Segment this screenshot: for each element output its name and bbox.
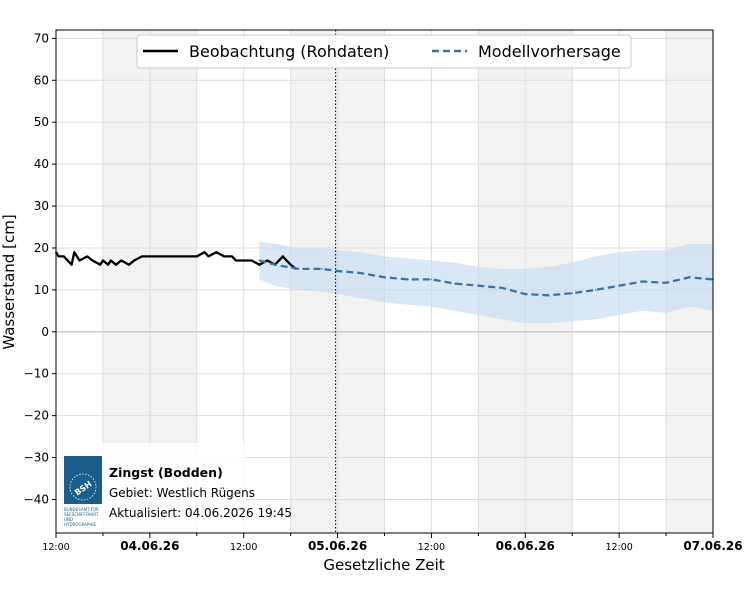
x-tick-label: 12:00 xyxy=(42,542,69,553)
observation-point xyxy=(63,255,65,258)
y-tick-label: 60 xyxy=(34,73,49,87)
observation-point xyxy=(266,259,268,262)
x-tick-label: 12:00 xyxy=(418,542,445,553)
legend-label-observation: Beobachtung (Rohdaten) xyxy=(189,42,389,61)
forecast-point xyxy=(501,286,503,289)
observation-point xyxy=(91,259,94,262)
forecast-band xyxy=(259,241,713,324)
forecast-point xyxy=(618,284,620,287)
observation-point xyxy=(164,255,167,258)
y-tick-label: 0 xyxy=(41,325,49,339)
y-tick-label: −30 xyxy=(24,451,49,465)
observation-point xyxy=(235,259,237,262)
forecast-uncertainty-band xyxy=(259,241,713,324)
x-tick-label: 06.06.26 xyxy=(496,539,555,553)
y-tick-label: −10 xyxy=(24,367,49,381)
observation-point xyxy=(128,263,130,266)
observation-line xyxy=(55,251,297,270)
forecast-point xyxy=(407,278,409,281)
forecast-point xyxy=(258,259,261,262)
x-tick-label: 12:00 xyxy=(230,542,257,553)
observation-point xyxy=(231,255,233,258)
observation-point xyxy=(102,259,104,262)
observation-point xyxy=(203,251,206,253)
observation-point xyxy=(149,255,151,258)
y-tick-label: −40 xyxy=(24,492,49,506)
forecast-point xyxy=(524,293,527,295)
observation-point xyxy=(99,263,102,266)
svg-text:SEESCHIFFFAHRT: SEESCHIFFFAHRT xyxy=(64,512,99,517)
forecast-point xyxy=(641,280,644,283)
observation-point xyxy=(109,259,112,262)
x-tick-label: 07.06.26 xyxy=(683,539,742,553)
y-axis-label: Wasserstand [cm] xyxy=(0,214,18,349)
observation-point xyxy=(207,255,210,258)
legend: Beobachtung (Rohdaten) Modellvorhersage xyxy=(136,34,632,69)
observation-point xyxy=(133,259,136,262)
y-tick-label: 50 xyxy=(34,115,49,129)
series-lines xyxy=(55,251,714,297)
observation-point xyxy=(180,255,182,258)
forecast-point xyxy=(274,263,276,266)
observation-point xyxy=(120,259,122,262)
y-tick-label: 70 xyxy=(34,31,49,45)
observation-point xyxy=(172,255,175,258)
forecast-point xyxy=(360,272,362,274)
observation-point xyxy=(188,255,190,258)
plot-frame xyxy=(55,29,714,534)
station-name: Zingst (Bodden) xyxy=(109,465,223,480)
forecast-point xyxy=(297,268,300,270)
forecast-point xyxy=(454,282,456,285)
y-tick-label: 40 xyxy=(34,157,49,171)
forecast-point xyxy=(547,294,550,297)
bsh-logo: BSH BUNDESAMT FÜR SEESCHIFFFAHRT UND HYD… xyxy=(64,456,102,527)
forecast-point xyxy=(571,292,574,295)
forecast-point xyxy=(477,284,480,287)
observation-point xyxy=(78,259,81,262)
observation-point xyxy=(115,263,117,266)
observation-point xyxy=(258,263,261,266)
observation-point xyxy=(141,255,143,258)
observation-point xyxy=(282,255,284,258)
forecast-point xyxy=(665,281,667,284)
legend-label-forecast: Modellvorhersage xyxy=(478,42,621,61)
forecast-point xyxy=(336,270,339,272)
x-tick-label: 04.06.26 xyxy=(120,539,179,553)
x-axis-label: Gesetzliche Zeit xyxy=(323,556,444,574)
station-region: Gebiet: Westlich Rügens xyxy=(109,486,255,500)
observation-point xyxy=(70,263,73,266)
forecast-point xyxy=(688,276,691,279)
svg-text:UND: UND xyxy=(64,517,73,522)
y-tick-label: 30 xyxy=(34,199,49,213)
station-info-box: BSH BUNDESAMT FÜR SEESCHIFFFAHRT UND HYD… xyxy=(58,443,292,531)
observation-point xyxy=(156,255,159,258)
observation-point xyxy=(195,255,198,258)
observation-point xyxy=(289,263,292,266)
y-tick-label: 20 xyxy=(34,241,49,255)
svg-text:HYDROGRAPHIE: HYDROGRAPHIE xyxy=(64,522,97,527)
svg-text:BUNDESAMT FÜR: BUNDESAMT FÜR xyxy=(64,507,99,512)
observation-point xyxy=(242,259,245,262)
observation-point xyxy=(223,255,225,258)
observation-point xyxy=(215,251,218,253)
observation-point xyxy=(73,251,76,253)
observation-point xyxy=(57,255,60,258)
axes: −40 −30 −20 −10 0 10 20 30 40 50 60 70 12:00 04.06.26… xyxy=(24,29,743,553)
forecast-point xyxy=(594,289,597,291)
updated-timestamp: Aktualisiert: 04.06.2026 19:45 xyxy=(109,506,292,520)
forecast-point xyxy=(321,268,323,270)
x-tick-label: 12:00 xyxy=(605,542,632,553)
observation-point xyxy=(250,259,253,262)
y-tick-label: 10 xyxy=(34,283,49,297)
y-tick-label: −20 xyxy=(24,409,49,423)
forecast-point xyxy=(430,278,433,281)
observation-point xyxy=(107,263,109,266)
observation-point xyxy=(86,255,89,258)
x-tick-label: 05.06.26 xyxy=(308,539,367,553)
forecast-point xyxy=(383,276,386,279)
